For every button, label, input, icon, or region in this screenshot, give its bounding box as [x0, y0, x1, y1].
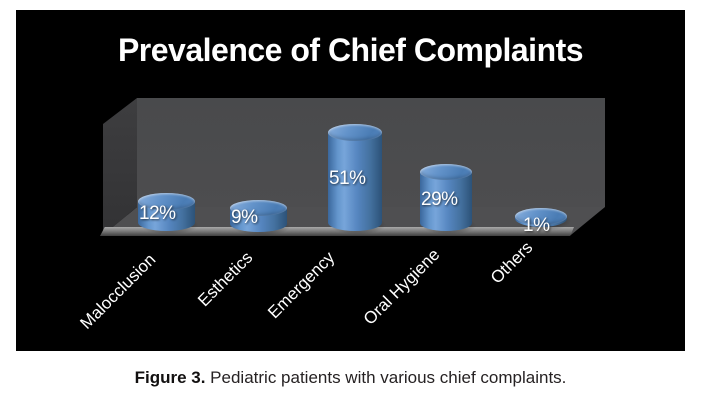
cylinder-top	[328, 123, 382, 141]
cylinder-top	[230, 200, 287, 216]
cylinder-top	[515, 207, 567, 225]
category-label: Esthetics	[194, 247, 257, 311]
cylinder-bar	[420, 172, 472, 231]
bar-data-label: 12%	[139, 203, 176, 224]
figure-caption: Figure 3. Pediatric patients with variou…	[16, 366, 685, 390]
chart-figure: Prevalence of Chief Complaints 12% 9% 51% 2…	[16, 10, 685, 351]
bar-data-label: 9%	[231, 207, 258, 228]
figure-caption-text: Pediatric patients with various chief co…	[205, 368, 567, 387]
bar-data-label: 1%	[523, 215, 550, 236]
cylinder-top	[138, 192, 195, 210]
chart-title: Prevalence of Chief Complaints	[117, 32, 584, 68]
cylinder-bar	[328, 132, 382, 231]
bar-data-label: 29%	[421, 189, 458, 210]
cylinder-top	[420, 164, 472, 180]
figure-caption-label: Figure 3.	[134, 368, 206, 387]
category-label: Malocclusion	[76, 249, 160, 333]
bar-data-label: 51%	[329, 168, 366, 189]
